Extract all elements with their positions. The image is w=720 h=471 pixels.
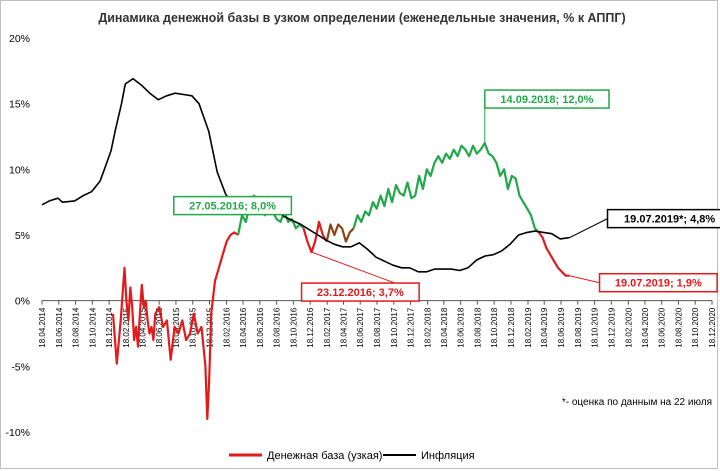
x-tick-label: 18.06.2014: [55, 307, 64, 348]
y-axis: -10% -5% 0% 5% 10% 15% 20%: [5, 33, 30, 439]
x-tick-label: 18.08.2019: [574, 307, 583, 348]
legend-label-money-base: Денежная база (узкая): [267, 450, 382, 462]
x-tick-label: 18.10.2014: [88, 307, 97, 348]
x-tick-label: 18.06.2017: [356, 307, 365, 348]
x-tick-label: 18.06.2020: [658, 307, 667, 348]
x-tick-label: 18.10.2017: [390, 307, 399, 348]
annotation-leader-line: [569, 218, 608, 239]
x-tick-label: 18.12.2019: [607, 307, 616, 348]
x-tick-label: 18.10.2018: [490, 307, 499, 348]
legend-label-inflation: Инфляция: [421, 450, 475, 462]
y-tick-label: 15%: [9, 99, 30, 111]
x-tick-label: 18.06.2016: [256, 307, 265, 348]
x-tick-label: 18.12.2018: [507, 307, 516, 348]
x-tick-label: 18.04.2019: [540, 307, 549, 348]
annotation-box: [484, 89, 610, 109]
annotation-box: [606, 208, 720, 229]
annotation-box: [173, 195, 293, 216]
x-tick-label: 18.08.2017: [373, 307, 382, 348]
y-tick-label: 20%: [9, 33, 30, 45]
x-tick-label: 18.12.2020: [708, 307, 717, 348]
x-tick-label: 18.10.2020: [691, 307, 700, 348]
annotation-label: 27.05.2016; 8,0%: [189, 201, 276, 213]
x-tick-label: 18.04.2017: [339, 307, 348, 348]
x-tick-label: 18.08.2016: [273, 307, 282, 348]
annotation-layer: 27.05.2016; 8,0% 14.09.2018; 12,0% 23.12.2…: [173, 89, 720, 302]
x-tick-label: 18.02.2016: [223, 307, 232, 348]
x-tick-label: 18.02.2019: [524, 307, 533, 348]
y-tick-label: -10%: [5, 427, 30, 439]
annotation-leader-line: [569, 275, 600, 284]
x-tick-label: 18.02.2018: [424, 307, 433, 348]
annotation-box: [300, 282, 420, 302]
x-tick-label: 18.10.2019: [591, 307, 600, 348]
series-line-money-base-0: [111, 231, 239, 420]
y-tick-label: 0%: [15, 296, 30, 308]
x-tick-label: 18.10.2016: [289, 307, 298, 348]
y-tick-label: -5%: [11, 361, 30, 373]
annotation-label: 23.12.2016; 3,7%: [317, 287, 404, 299]
annotation-label: 14.09.2018; 12,0%: [500, 94, 593, 106]
annotation-label: 19.07.2019; 1,9%: [615, 278, 702, 290]
series-line-money-base-4: [352, 142, 540, 234]
series-line-money-base-5: [537, 231, 570, 277]
x-tick-label: 18.04.2015: [138, 307, 147, 348]
legend: Денежная база (узкая) Инфляция: [229, 450, 475, 462]
x-tick-label: 18.06.2018: [457, 307, 466, 348]
x-tick-label: 18.08.2020: [674, 307, 683, 348]
x-tick-label: 18.06.2019: [557, 307, 566, 348]
y-tick-label: 5%: [15, 230, 30, 242]
chart-title: Динамика денежной базы в узком определен…: [98, 11, 625, 25]
x-tick-label: 18.02.2017: [323, 307, 332, 348]
x-tick-label: 18.10.2015: [189, 307, 198, 348]
annotation-label: 19.07.2019*; 4,8%: [624, 214, 715, 226]
x-tick-label: 18.08.2015: [172, 307, 181, 348]
x-tick-label: 18.04.2016: [239, 307, 248, 348]
x-tick-label: 18.02.2020: [624, 307, 633, 348]
series-line-money-base-2: [302, 220, 328, 254]
x-tick-label: 18.04.2018: [440, 307, 449, 348]
x-tick-label: 18.08.2018: [473, 307, 482, 348]
series-layer: [41, 77, 570, 420]
annotation-box: [598, 272, 718, 293]
x-tick-label: 18.08.2014: [72, 307, 81, 348]
footnote: *- оценка по данным на 22 июля: [562, 397, 712, 408]
x-tick-label: 18.12.2016: [306, 307, 315, 348]
y-tick-label: 10%: [9, 164, 30, 176]
series-line-money-base-3: [325, 223, 355, 243]
x-tick-label: 18.04.2014: [38, 307, 47, 348]
x-tick-label: 18.06.2015: [155, 307, 164, 348]
x-axis: 18.04.2014 18.06.2014 18.08.2014 18.10.2014…: [38, 300, 717, 348]
x-tick-label: 18.12.2017: [407, 307, 416, 348]
x-tick-label: 18.12.2014: [105, 307, 114, 348]
series-line-inflation: [41, 77, 570, 273]
x-tick-label: 18.02.2015: [122, 307, 131, 348]
x-tick-label: 18.04.2020: [641, 307, 650, 348]
